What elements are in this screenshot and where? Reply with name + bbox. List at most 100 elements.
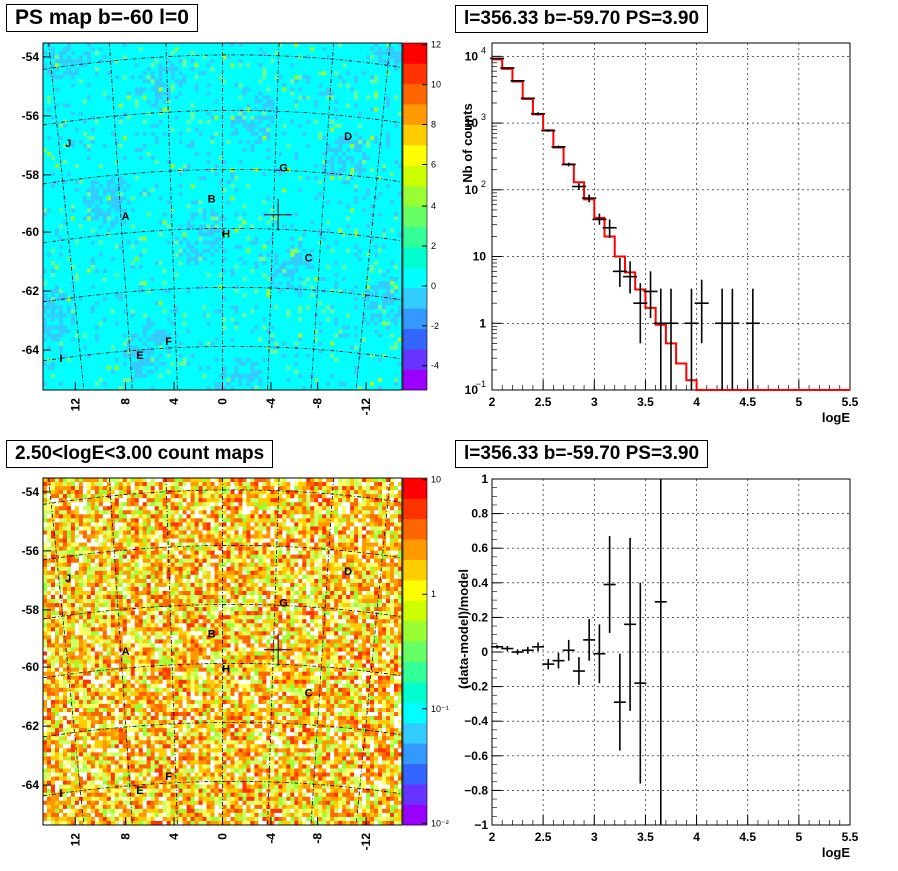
psmap-cell	[214, 248, 219, 254]
psmap-cell	[258, 260, 263, 266]
psmap-cell	[366, 83, 371, 88]
psmap-cell	[374, 55, 379, 60]
psmap-cell	[46, 151, 52, 157]
psmap-cell	[94, 111, 100, 116]
psmap-cell	[306, 103, 311, 108]
psmap-cell	[182, 79, 187, 84]
psmap-cell	[294, 43, 299, 48]
psmap-cell	[374, 47, 379, 52]
psmap-cell	[106, 180, 112, 185]
psmap-cell	[294, 160, 299, 165]
psmap-cell	[334, 135, 339, 141]
psmap-cell	[210, 252, 215, 258]
psmap-cell	[234, 236, 239, 241]
psmap-cell	[258, 180, 263, 185]
psmap-cell	[382, 59, 387, 64]
psmap-cell	[158, 260, 163, 266]
psmap-cell	[86, 264, 92, 270]
psmap-cell	[78, 43, 84, 48]
psmap-cell	[222, 79, 227, 84]
psmap-cell	[43, 212, 48, 217]
psmap-cell	[322, 147, 327, 153]
psmap-cell	[366, 180, 371, 185]
psmap-cell	[314, 143, 319, 149]
psmap-cell	[82, 192, 88, 197]
psmap-cell	[158, 236, 163, 241]
psmap-cell	[150, 103, 155, 108]
psmap-cell	[70, 240, 76, 246]
psmap-cell	[250, 55, 255, 60]
psmap-cell	[314, 192, 319, 197]
psmap-cell	[390, 91, 395, 96]
psmap-cell	[134, 79, 140, 84]
psmap-cell	[142, 172, 148, 177]
psmap-cell	[246, 87, 251, 92]
psmap-cell	[386, 196, 391, 201]
psmap-cell	[190, 224, 195, 229]
psmap-cell	[306, 59, 311, 64]
psmap-cell	[126, 111, 132, 116]
psmap-cell	[398, 115, 403, 120]
psmap-cell	[66, 55, 72, 60]
psmap-cell	[242, 87, 247, 92]
psmap-cell	[70, 99, 76, 104]
psmap-cell	[186, 184, 191, 189]
psmap-cell	[126, 71, 132, 76]
psmap-cell	[318, 236, 323, 241]
psmap-cell	[350, 256, 355, 262]
psmap-cell	[338, 220, 343, 225]
psmap-cell	[154, 164, 159, 169]
psmap-cell	[326, 87, 331, 92]
psmap-cell	[174, 260, 179, 266]
psmap-cell	[390, 127, 395, 133]
psmap-cell	[354, 87, 359, 92]
psmap-cell	[102, 107, 108, 112]
psmap-cell	[174, 248, 179, 254]
psmap-cell	[182, 115, 187, 120]
psmap-cell	[94, 168, 100, 173]
psmap-cell	[58, 147, 64, 153]
psmap-cell	[314, 139, 319, 145]
psmap-cell	[398, 212, 403, 217]
psmap-cell	[266, 115, 271, 120]
psmap-cell	[206, 192, 211, 197]
psmap-cell	[390, 212, 395, 217]
psmap-cell	[142, 212, 148, 217]
psmap-cell	[314, 204, 319, 209]
psmap-cell	[238, 147, 243, 153]
psmap-cell	[198, 111, 203, 116]
psmap-cell	[222, 139, 227, 145]
psmap-cell	[246, 59, 251, 64]
psmap-cell	[346, 192, 351, 197]
psmap-cell	[338, 111, 343, 116]
psmap-cell	[182, 256, 187, 262]
psmap-cell	[162, 115, 167, 120]
psmap-cell	[206, 95, 211, 100]
psmap-cell	[318, 131, 323, 137]
psmap-cell	[102, 188, 108, 193]
psmap-cell	[86, 220, 92, 225]
psmap-cell	[246, 127, 251, 133]
psmap-cell	[58, 192, 64, 197]
psmap-cell	[286, 176, 291, 181]
psmap-cell	[226, 264, 231, 270]
psmap-cell	[362, 236, 367, 241]
psmap-cell	[150, 71, 155, 76]
psmap-cell	[158, 196, 163, 201]
psmap-cell	[354, 260, 359, 266]
psmap-cell	[302, 59, 307, 64]
psmap-cell	[198, 196, 203, 201]
psmap-cell	[386, 123, 391, 129]
psmap-cell	[306, 232, 311, 237]
psmap-cell	[50, 119, 56, 124]
psmap-cell	[314, 123, 319, 129]
psmap-cell	[374, 143, 379, 149]
psmap-cell	[90, 103, 96, 108]
psmap-cell	[242, 160, 247, 165]
psmap-cell	[242, 168, 247, 173]
psmap-cell	[142, 192, 148, 197]
psmap-cell	[254, 75, 259, 80]
psmap-cell	[302, 147, 307, 153]
psmap-cell	[390, 119, 395, 124]
psmap-cell	[366, 87, 371, 92]
